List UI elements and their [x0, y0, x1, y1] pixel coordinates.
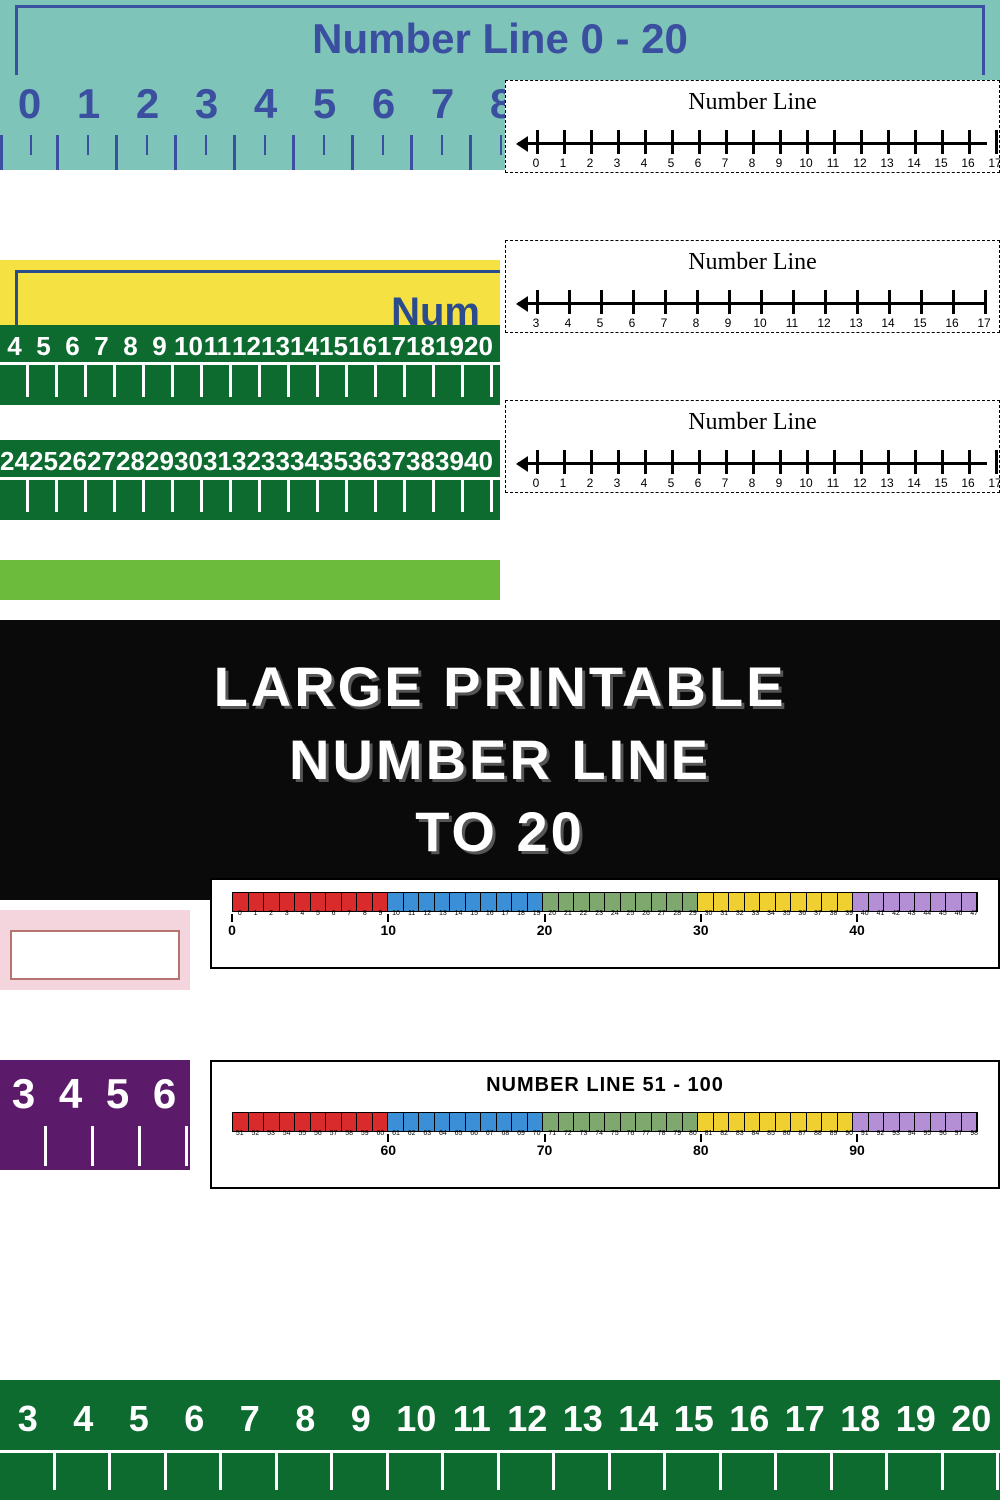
bottom-ticks — [0, 1450, 1000, 1490]
banner-line-1: LARGE PRINTABLE — [214, 651, 787, 724]
lightgreen-strip — [0, 560, 500, 600]
teal-title: Number Line 0 - 20 — [0, 15, 1000, 63]
white-number-line-card: Number Line01234567891011121314151617 — [505, 400, 1000, 493]
pink-ruler-inner — [10, 930, 180, 980]
green-number-line: 2425262728293031323334353637383940 — [0, 440, 500, 520]
colored-number-line-card: 0123456789101112131415161718192021222324… — [210, 878, 1000, 969]
purple-ticks — [0, 1126, 190, 1166]
green-number-line: 4567891011121314151617181920 — [0, 325, 500, 405]
white-number-line-card: Number Line34567891011121314151617 — [505, 240, 1000, 333]
teal-numbers: 012345678 — [0, 80, 531, 128]
banner-line-3: TO 20 — [415, 796, 585, 869]
bottom-green-strip: 34567891011121314151617181920 — [0, 1380, 1000, 1500]
purple-strip: 3456 — [0, 1060, 190, 1170]
pink-ruler — [0, 910, 190, 990]
bottom-numbers: 34567891011121314151617181920 — [0, 1380, 1000, 1440]
purple-numbers: 3456 — [0, 1060, 190, 1118]
white-number-line-card: Number Line01234567891011121314151617 — [505, 80, 1000, 173]
title-banner: LARGE PRINTABLE NUMBER LINE TO 20 — [0, 620, 1000, 900]
colored-number-line-card: NUMBER LINE 51 - 10051525354555657585960… — [210, 1060, 1000, 1189]
teal-ticks — [0, 135, 531, 170]
banner-line-2: NUMBER LINE — [289, 724, 711, 797]
